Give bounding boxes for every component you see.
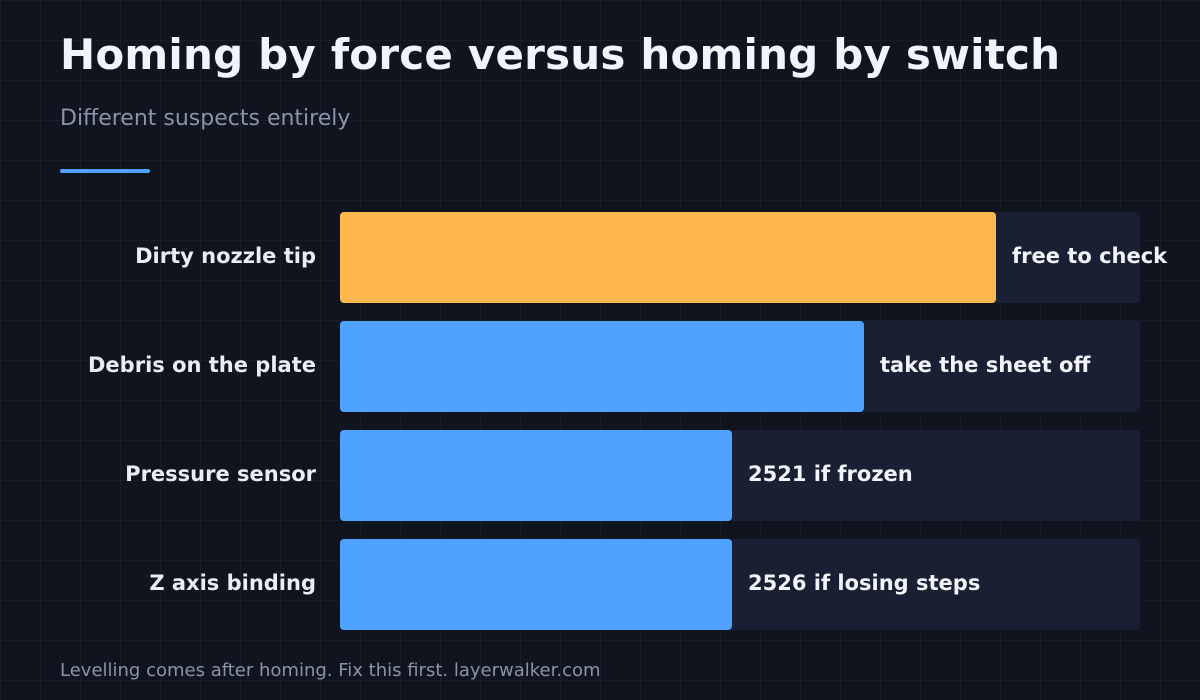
- category-label: Dirty nozzle tip: [135, 243, 316, 268]
- category-label: Debris on the plate: [88, 352, 316, 377]
- category-label: Pressure sensor: [125, 461, 316, 486]
- bar: [340, 321, 864, 412]
- bar: [340, 212, 996, 303]
- accent-divider: [60, 169, 150, 173]
- bar-annotation: 2526 if losing steps: [748, 570, 981, 595]
- bar: [340, 539, 732, 630]
- category-label: Z axis binding: [149, 570, 316, 595]
- bar-annotation: 2521 if frozen: [748, 461, 913, 486]
- bar: [340, 430, 732, 521]
- chart-title: Homing by force versus homing by switch: [60, 30, 1061, 79]
- bar-annotation: take the sheet off: [880, 352, 1091, 377]
- chart-subtitle: Different suspects entirely: [60, 106, 351, 131]
- footer-note: Levelling comes after homing. Fix this f…: [60, 660, 601, 681]
- bar-annotation: free to check: [1012, 243, 1168, 268]
